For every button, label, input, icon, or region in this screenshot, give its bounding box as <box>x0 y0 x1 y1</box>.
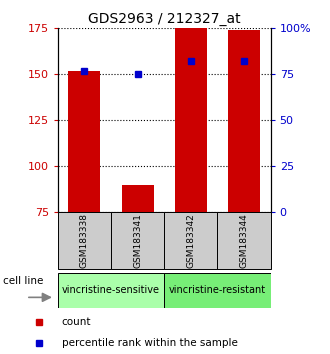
Text: GSM183338: GSM183338 <box>80 213 89 268</box>
Bar <box>58 273 164 308</box>
Text: percentile rank within the sample: percentile rank within the sample <box>62 338 238 348</box>
Text: vincristine-resistant: vincristine-resistant <box>169 285 266 295</box>
Bar <box>228 30 260 212</box>
Bar <box>175 28 207 212</box>
Text: GSM183344: GSM183344 <box>240 213 248 268</box>
Text: count: count <box>62 317 91 327</box>
Bar <box>68 71 100 212</box>
Bar <box>217 212 271 269</box>
Text: GSM183341: GSM183341 <box>133 213 142 268</box>
Text: GSM183342: GSM183342 <box>186 213 195 268</box>
Bar <box>164 273 271 308</box>
Bar <box>111 212 164 269</box>
Title: GDS2963 / 212327_at: GDS2963 / 212327_at <box>88 12 241 26</box>
Bar <box>121 185 153 212</box>
Bar <box>164 212 217 269</box>
Bar <box>58 212 111 269</box>
Text: vincristine-sensitive: vincristine-sensitive <box>62 285 160 295</box>
Text: cell line: cell line <box>3 276 43 286</box>
